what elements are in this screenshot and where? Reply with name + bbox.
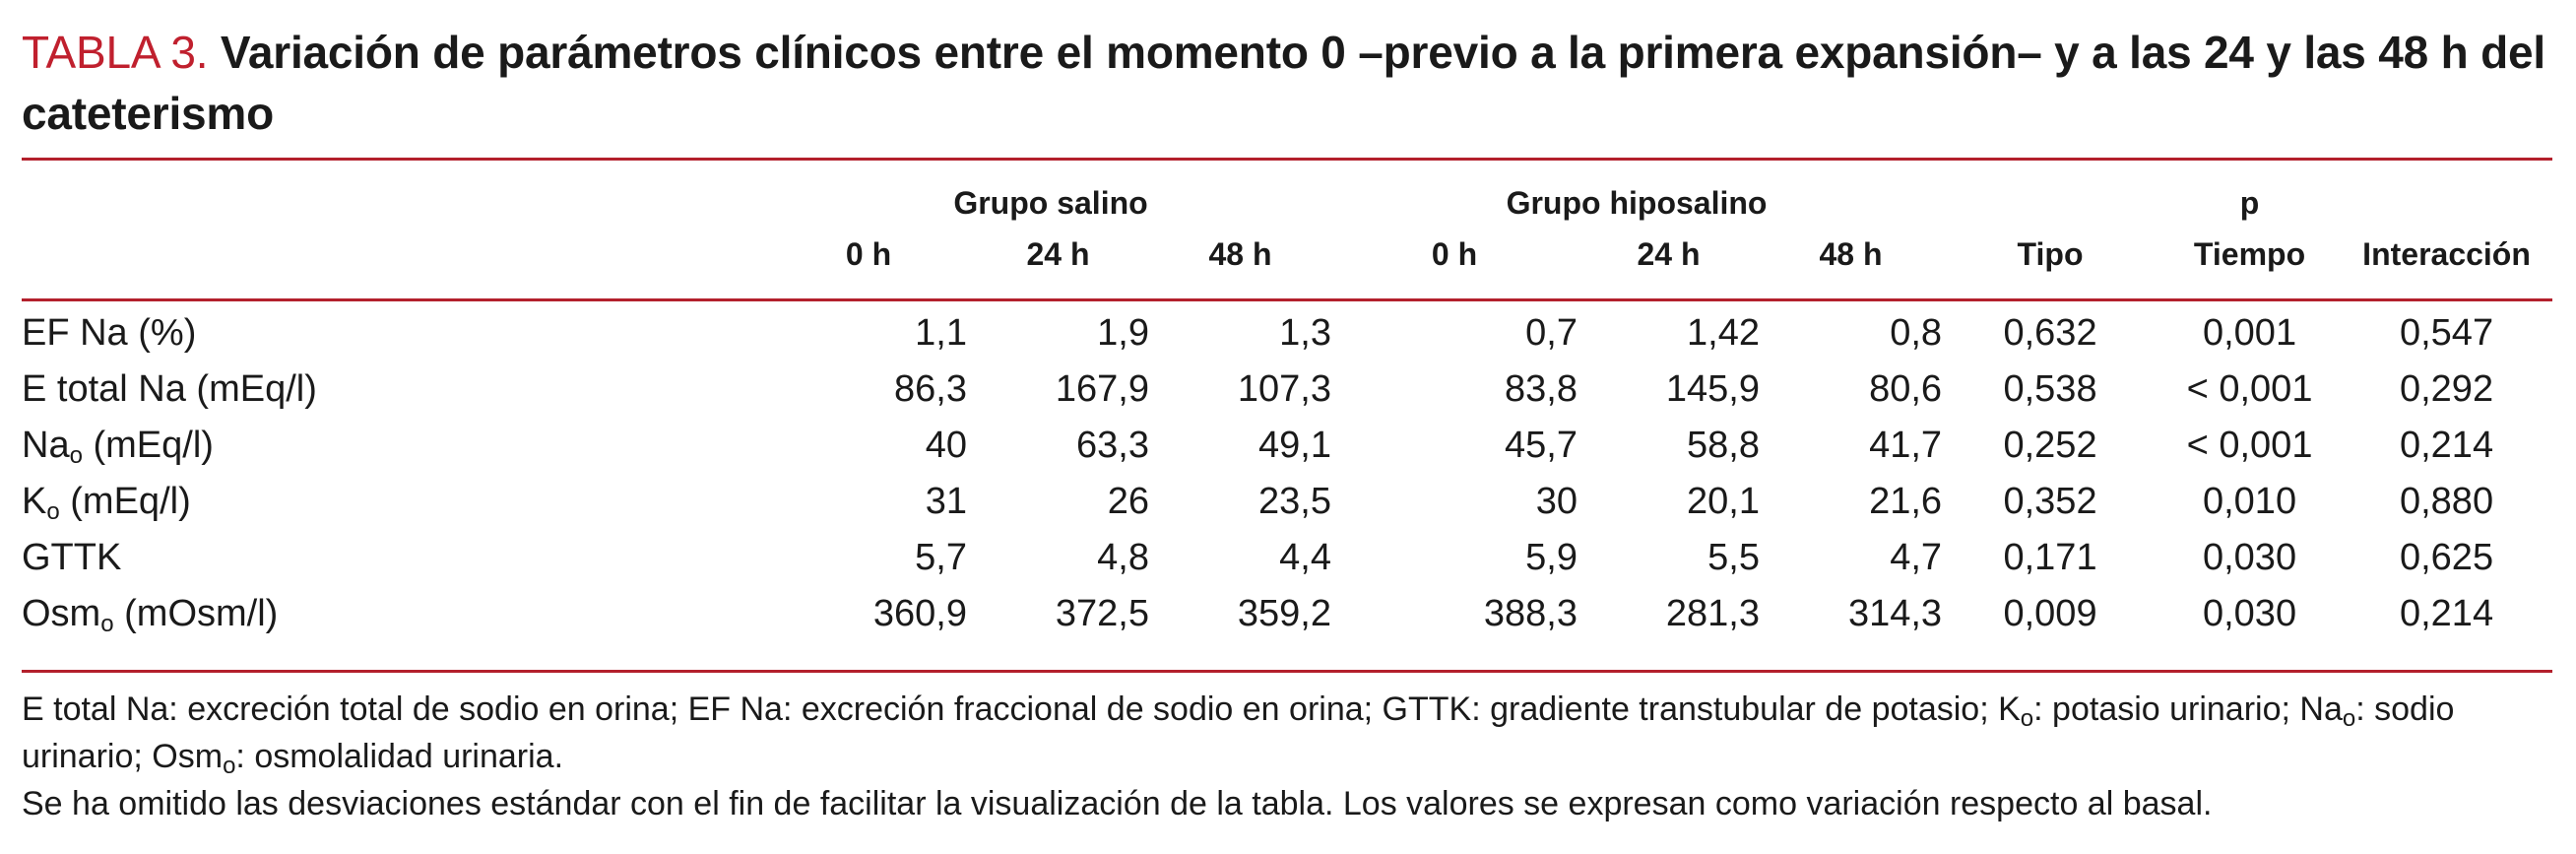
table-row: E total Na (mEq/l) 86,3 167,9 107,3 83,8 145,… (22, 361, 2552, 418)
column-header-row: 0 h 24 h 48 h 0 h 24 h 48 h Tipo Tiempo … (22, 229, 2552, 280)
spacer (1942, 177, 2158, 229)
cell-value: 281,3 (1665, 593, 1760, 634)
cell-value: 5,5 (1707, 537, 1760, 578)
cell-value: 0,214 (2399, 593, 2494, 634)
table-number: TABLA 3. (22, 27, 209, 78)
col-p-tiempo: Tiempo (2193, 235, 2306, 272)
cell-value: 0,214 (2399, 425, 2494, 466)
cell-value: < 0,001 (2186, 425, 2313, 466)
data-table: Grupo salino Grupo hiposalino p 0 h 24 h… (22, 177, 2552, 642)
cell-value: 0,171 (2003, 537, 2097, 578)
cell-value: 0,547 (2399, 312, 2494, 354)
col-hiposalino-48h: 48 h (1819, 235, 1883, 272)
cell-value: 4,4 (1279, 537, 1331, 578)
cell-value: 21,6 (1869, 481, 1943, 522)
cell-value: 360,9 (872, 593, 967, 634)
spacer (2341, 177, 2552, 229)
row-label: GTTK (22, 537, 122, 578)
cell-value: 314,3 (1847, 593, 1943, 634)
col-hiposalino-24h: 24 h (1637, 235, 1701, 272)
cell-value: 41,7 (1869, 425, 1943, 466)
cell-value: 359,2 (1237, 593, 1331, 634)
cell-value: 372,5 (1055, 593, 1149, 634)
col-salino-24h: 24 h (1026, 235, 1090, 272)
cell-value: 45,7 (1505, 425, 1578, 466)
group-p-header: p (2239, 184, 2260, 221)
table-body: EF Na (%) 1,1 1,9 1,3 0,7 1,42 0,8 0,632 0,001 0,… (22, 305, 2552, 642)
cell-value: 167,9 (1055, 368, 1149, 410)
cell-value: 83,8 (1505, 368, 1578, 410)
cell-value: 58,8 (1687, 425, 1760, 466)
col-salino-48h: 48 h (1208, 235, 1272, 272)
table-title: TABLA 3. Variación de parámetros clínico… (22, 22, 2552, 144)
table-row: Nao (mEq/l) 40 63,3 49,1 45,7 58,8 41,7 0,252 < … (22, 418, 2552, 474)
col-p-tipo: Tipo (2017, 235, 2084, 272)
abbreviations-note: E total Na: excreción total de sodio en … (22, 690, 2455, 779)
cell-value: 26 (1107, 481, 1149, 522)
cell-value: 63,3 (1076, 425, 1149, 466)
empty-corner (22, 177, 770, 229)
table-row: EF Na (%) 1,1 1,9 1,3 0,7 1,42 0,8 0,632 0,001 0,… (22, 305, 2552, 361)
cell-value: 31 (925, 481, 967, 522)
cell-value: 4,8 (1097, 537, 1149, 578)
row-label: Osmo (mOsm/l) (22, 593, 279, 637)
row-label: Nao (mEq/l) (22, 425, 214, 469)
cell-value: 86,3 (894, 368, 967, 410)
cell-value: 4,7 (1890, 537, 1943, 578)
cell-value: 0,030 (2202, 593, 2297, 634)
cell-value: 0,880 (2399, 481, 2494, 522)
cell-value: 0,625 (2399, 537, 2494, 578)
table-notes: E total Na: excreción total de sodio en … (22, 686, 2557, 827)
empty-corner (22, 229, 770, 280)
cell-value: 0,252 (2003, 425, 2097, 466)
cell-value: 1,42 (1687, 312, 1760, 354)
cell-value: 107,3 (1237, 368, 1331, 410)
values-note: Se ha omitido las desviaciones estándar … (22, 785, 2213, 822)
cell-value: 145,9 (1665, 368, 1760, 410)
row-label: EF Na (%) (22, 312, 197, 354)
cell-value: 1,3 (1279, 312, 1331, 354)
cell-value: 20,1 (1687, 481, 1760, 522)
col-salino-0h: 0 h (845, 235, 892, 272)
cell-value: 0,001 (2202, 312, 2297, 354)
cell-value: 0,009 (2003, 593, 2097, 634)
cell-value: 0,8 (1890, 312, 1943, 354)
cell-value: 0,7 (1525, 312, 1578, 354)
cell-value: 0,030 (2202, 537, 2297, 578)
group-hiposalino-header: Grupo hiposalino (1506, 184, 1768, 221)
cell-value: 30 (1535, 481, 1578, 522)
row-label: Ko (mEq/l) (22, 481, 191, 525)
col-hiposalino-0h: 0 h (1431, 235, 1478, 272)
group-header-row: Grupo salino Grupo hiposalino p (22, 177, 2552, 229)
cell-value: 0,292 (2399, 368, 2494, 410)
col-p-interaccion: Interacción (2362, 235, 2531, 272)
cell-value: 40 (925, 425, 967, 466)
cell-value: < 0,001 (2186, 368, 2313, 410)
cell-value: 49,1 (1258, 425, 1331, 466)
cell-value: 5,9 (1525, 537, 1578, 578)
table-row: Osmo (mOsm/l) 360,9 372,5 359,2 388,3 281,3 31… (22, 586, 2552, 642)
cell-value: 80,6 (1869, 368, 1943, 410)
row-label: E total Na (mEq/l) (22, 368, 317, 410)
table-caption: Variación de parámetros clínicos entre e… (22, 27, 2545, 139)
cell-value: 23,5 (1258, 481, 1331, 522)
cell-value: 1,1 (915, 312, 967, 354)
cell-value: 1,9 (1097, 312, 1149, 354)
cell-value: 0,632 (2003, 312, 2097, 354)
table-row: Ko (mEq/l) 31 26 23,5 30 20,1 21,6 0,352 0,010 0,… (22, 474, 2552, 530)
top-rule (22, 158, 2552, 161)
header-rule (22, 298, 2552, 301)
cell-value: 0,352 (2003, 481, 2097, 522)
cell-value: 0,010 (2202, 481, 2297, 522)
cell-value: 388,3 (1483, 593, 1578, 634)
bottom-rule (22, 670, 2552, 673)
cell-value: 5,7 (915, 537, 967, 578)
table-row: GTTK 5,7 4,8 4,4 5,9 5,5 4,7 0,171 0,030 0,625 (22, 530, 2552, 586)
group-salino-header: Grupo salino (953, 184, 1148, 221)
cell-value: 0,538 (2003, 368, 2097, 410)
